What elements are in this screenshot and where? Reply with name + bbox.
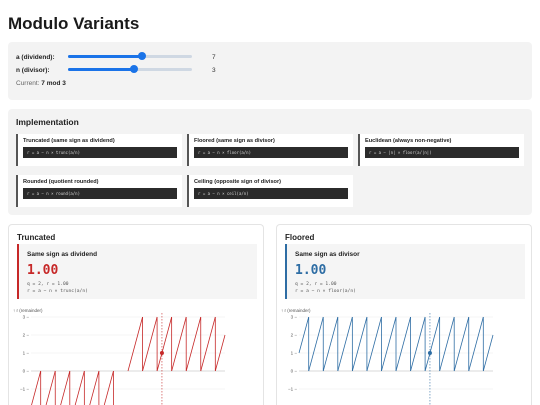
y-tick-label: 3 − (291, 315, 298, 320)
dividend-slider[interactable] (68, 51, 192, 63)
y-tick-label: 3 − (23, 315, 30, 320)
remainder-segment (142, 316, 158, 372)
remainder-segment (337, 316, 353, 372)
impl-card-code: r = a − n × ceil(a/n) (194, 188, 348, 199)
remainder-plot: ↑ r (remainder)3 −2 −1 −0 −−1 −−2 − (281, 308, 494, 405)
impl-card-code: r = a − n × trunc(a/n) (23, 147, 177, 158)
current-point (159, 351, 164, 355)
remainder-segment (171, 316, 187, 372)
result-value: 1.00 (27, 263, 59, 278)
divisor-slider[interactable] (68, 64, 192, 76)
divisor-label: n (divisor): (16, 66, 50, 74)
implementation-title: Implementation (16, 117, 79, 127)
current-prefix: Current: (16, 80, 40, 87)
impl-card-truncated: Truncated (same sign as dividend) r = a … (16, 134, 182, 166)
y-tick-label: 2 − (23, 333, 30, 338)
impl-card-code: r = a − n × floor(a/n) (194, 147, 348, 158)
remainder-segment (381, 316, 397, 372)
implementation-panel: Implementation Truncated (same sign as d… (8, 109, 532, 215)
result-formula: r = a − n × trunc(a/n) (27, 289, 88, 294)
impl-card-code: r = a − |n| × floor(a/|n|) (365, 147, 519, 158)
remainder-segment (31, 370, 42, 405)
y-tick-label: 0 − (23, 369, 30, 374)
result-quotient: q = 2, r = 1.00 (295, 282, 337, 287)
dividend-slider-thumb[interactable] (138, 52, 147, 60)
remainder-segment (351, 316, 368, 372)
y-tick-label: 1 − (23, 351, 30, 356)
impl-card-code: r = a − n × round(a/n) (23, 188, 177, 199)
remainder-segment (89, 370, 100, 405)
impl-card-ceiling: Ceiling (opposite sign of divisor) r = a… (187, 175, 353, 207)
result-formula: r = a − n × floor(a/n) (295, 289, 356, 294)
y-tick-label: 2 − (291, 333, 298, 338)
dividend-value: 7 (212, 53, 216, 61)
result-value: 1.00 (295, 263, 327, 278)
panel-title: Floored (285, 233, 315, 242)
y-axis-label: ↑ r (remainder) (13, 308, 43, 313)
impl-card-title: Euclidean (always non-negative) (365, 138, 452, 144)
remainder-segment (60, 370, 71, 405)
remainder-segment (45, 370, 56, 405)
remainder-segment (453, 316, 470, 372)
remainder-segment (366, 316, 382, 372)
y-tick-label: 0 − (291, 369, 298, 374)
result-box: Same sign as dividend 1.00 q = 2, r = 1.… (17, 244, 257, 299)
remainder-segment (395, 316, 411, 372)
result-description: Same sign as dividend (27, 251, 98, 258)
current-readout: Current: 7 mod 3 (16, 80, 66, 87)
y-tick-label: −1 − (288, 387, 297, 392)
y-tick-label: 1 − (291, 351, 298, 356)
remainder-segment (439, 316, 455, 372)
remainder-segment (410, 316, 426, 372)
remainder-segment (468, 316, 484, 372)
current-point (427, 351, 432, 355)
impl-card-floored: Floored (same sign as divisor) r = a − n… (187, 134, 353, 166)
impl-card-euclidean: Euclidean (always non-negative) r = a − … (358, 134, 524, 166)
remainder-segment (127, 316, 143, 372)
remainder-segment (103, 370, 114, 405)
panel-title: Truncated (17, 233, 56, 242)
result-quotient: q = 2, r = 1.00 (27, 282, 69, 287)
dividend-slider-fill (68, 55, 143, 58)
divisor-slider-thumb[interactable] (129, 65, 138, 73)
remainder-segment (424, 316, 441, 372)
y-axis-label: ↑ r (remainder) (281, 308, 311, 313)
current-value: 7 mod 3 (41, 80, 66, 87)
result-box: Same sign as divisor 1.00 q = 2, r = 1.0… (285, 244, 525, 299)
controls-panel: a (dividend): 7 n (divisor): 3 Current: … (8, 42, 532, 100)
panel-floored: Floored Same sign as divisor 1.00 q = 2,… (276, 224, 532, 405)
remainder-segment (156, 316, 173, 372)
y-tick-label: −1 − (20, 387, 29, 392)
remainder-segment (200, 316, 216, 372)
remainder-plot: ↑ r (remainder)3 −2 −1 −0 −−1 −−2 − (13, 308, 226, 405)
impl-card-title: Floored (same sign as divisor) (194, 138, 275, 144)
remainder-segment (482, 334, 494, 372)
impl-card-rounded: Rounded (quotient rounded) r = a − n × r… (16, 175, 182, 207)
page-title: Modulo Variants (8, 14, 140, 33)
remainder-segment (308, 316, 324, 372)
remainder-segment (322, 316, 339, 372)
dividend-row: a (dividend): 7 (16, 51, 216, 63)
remainder-segment (74, 370, 85, 405)
divisor-slider-fill (68, 68, 134, 71)
impl-card-title: Rounded (quotient rounded) (23, 179, 99, 185)
remainder-segment (298, 316, 310, 354)
divisor-value: 3 (212, 66, 216, 74)
divisor-row: n (divisor): 3 (16, 64, 216, 76)
result-description: Same sign as divisor (295, 251, 360, 258)
dividend-label: a (dividend): (16, 53, 55, 61)
impl-card-title: Truncated (same sign as dividend) (23, 138, 115, 144)
remainder-segment (185, 316, 202, 372)
panel-truncated: Truncated Same sign as dividend 1.00 q =… (8, 224, 264, 405)
impl-card-title: Ceiling (opposite sign of divisor) (194, 179, 282, 185)
remainder-segment (214, 334, 226, 372)
